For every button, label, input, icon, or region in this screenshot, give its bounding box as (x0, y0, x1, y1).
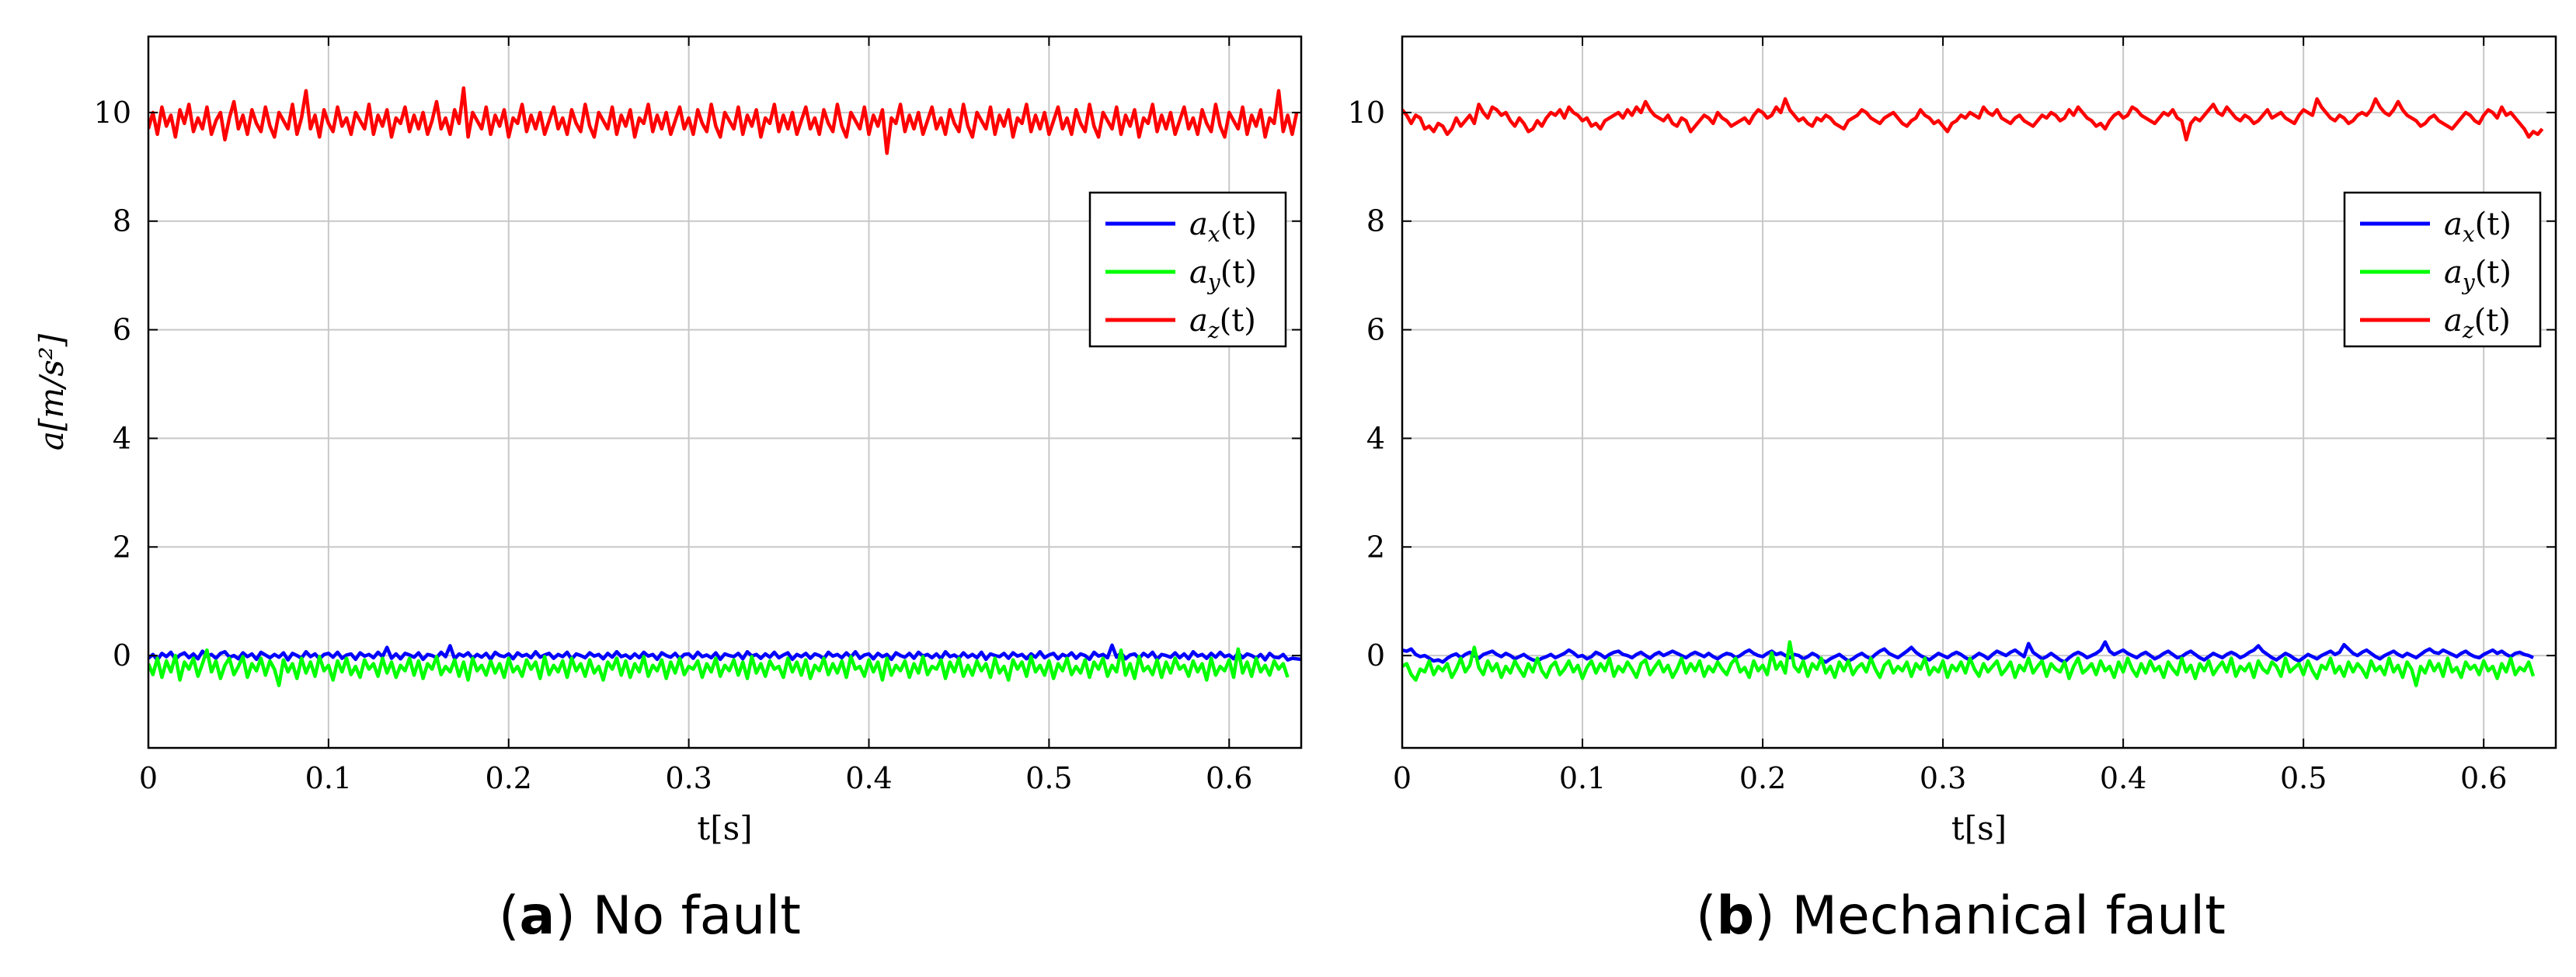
plot-frame (147, 35, 1303, 749)
y-tick-label: 10 (94, 96, 131, 130)
legend-label: az(t) (1189, 303, 1256, 343)
caption-letter: a (519, 885, 555, 947)
x-tick-label: 0.3 (1920, 761, 1966, 795)
legend-label: az(t) (2444, 303, 2511, 343)
plot-frame (1401, 35, 2557, 749)
x-tick-label: 0.2 (486, 761, 532, 795)
x-tick-label: 0.5 (1025, 761, 1072, 795)
x-tick-label: 0.2 (1739, 761, 1786, 795)
y-tick-label: 4 (1366, 421, 1385, 455)
caption-text: No fault (592, 885, 801, 947)
y-tick-label: 6 (1366, 313, 1385, 347)
series-line-azt (148, 86, 1299, 155)
y-tick-label: 8 (113, 204, 131, 238)
x-tick-label: 0.4 (2100, 761, 2146, 795)
series-line-axt (1402, 640, 2534, 664)
x-tick-label: 0.1 (1559, 761, 1606, 795)
caption-no-fault: (a) No fault (499, 885, 801, 947)
series-line-ayt (148, 647, 1290, 687)
panel-no-fault: 0 0.1 0.2 0.3 0.4 0.5 0.6 0 2 4 6 8 10 t[s] a[m/s²] ax(… (33, 35, 1303, 847)
legend-label: ay(t) (2444, 255, 2512, 295)
x-tick-label: 0.5 (2280, 761, 2327, 795)
x-tick-label: 0.6 (1206, 761, 1252, 795)
y-tick-label: 8 (1366, 204, 1385, 238)
legend-label: ax(t) (2444, 207, 2512, 247)
series-line-axt (148, 643, 1301, 662)
x-tick-label: 0.1 (305, 761, 352, 795)
y-tick-label: 0 (113, 638, 131, 673)
x-tick-label: 0.4 (845, 761, 892, 795)
y-tick-label: 2 (113, 530, 131, 564)
caption-text: Mechanical fault (1791, 885, 2226, 947)
y-tick-label: 0 (1366, 638, 1385, 673)
x-tick-label: 0.3 (665, 761, 712, 795)
x-tick-label: 0.6 (2460, 761, 2507, 795)
caption-letter: b (1716, 885, 1755, 947)
x-axis-label: t[s] (1951, 809, 2007, 847)
caption-mechanical-fault: (b) Mechanical fault (1696, 885, 2226, 947)
legend-label: ax(t) (1189, 207, 1257, 247)
legend: ax(t) ay(t) az(t) (1088, 191, 1287, 348)
x-axis-label: t[s] (697, 809, 752, 847)
legend: ax(t) ay(t) az(t) (2343, 191, 2542, 348)
legend-label: ay(t) (1189, 255, 1257, 295)
y-tick-label: 10 (1348, 96, 1385, 130)
y-tick-label: 2 (1366, 530, 1385, 564)
series-line-azt (1402, 97, 2544, 142)
x-tick-label: 0 (139, 761, 158, 795)
y-tick-label: 6 (113, 313, 131, 347)
y-tick-label: 4 (113, 421, 131, 455)
y-axis-label: a[m/s²] (33, 333, 71, 450)
panel-mechanical-fault: 0 0.1 0.2 0.3 0.4 0.5 0.6 0 2 4 6 8 10 t[s] ax(t) ay(t)… (1348, 35, 2557, 847)
series-line-ayt (1402, 640, 2536, 687)
x-tick-label: 0 (1393, 761, 1412, 795)
